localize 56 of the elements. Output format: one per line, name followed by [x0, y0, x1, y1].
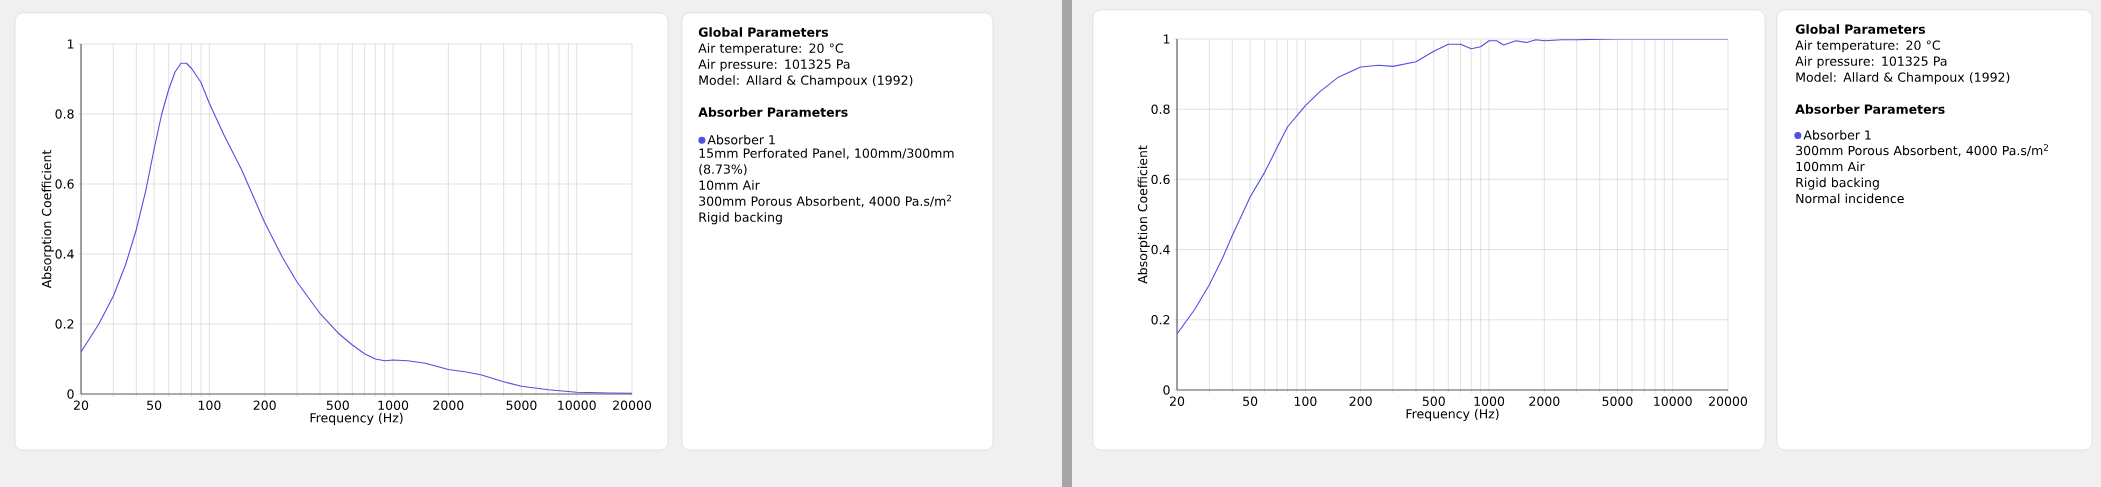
- text: Model: Allard & Champoux (1992): [699, 75, 913, 88]
- text: 300mm Porous Absorbent, 4000 Pa.s/m$^{2}$: [699, 194, 951, 208]
- x-tick-label: 5000: [506, 400, 537, 410]
- x-tick-label: 20: [1169, 396, 1185, 406]
- y-axis-title: Absorption Coefficient: [1137, 145, 1150, 284]
- x-tick-label: 20000: [613, 400, 652, 410]
- y-tick-label: 0.2: [1151, 315, 1170, 325]
- x-tick-label: 20: [73, 400, 89, 410]
- x-tick-label: 1000: [378, 400, 409, 410]
- x-tick-label: 10000: [1654, 396, 1692, 406]
- y-tick-label: 0.8: [55, 109, 74, 119]
- x-axis-title: Frequency (Hz): [310, 412, 403, 425]
- text: Normal incidence: [1796, 193, 1904, 204]
- x-tick-label: 100: [198, 400, 221, 410]
- y-tick-label: 0.6: [1151, 174, 1170, 185]
- x-tick-label: 10000: [558, 400, 596, 410]
- x-tick-label: 200: [253, 400, 276, 410]
- text: Model: Allard & Champoux (1992): [1796, 72, 2010, 85]
- x-tick-label: 20000: [1709, 396, 1748, 406]
- x-axis-title: Frequency (Hz): [1406, 408, 1499, 421]
- y-axis-title: Absorption Coefficient: [41, 149, 54, 289]
- y-tick-label: 1: [1163, 34, 1170, 44]
- x-tick-label: 200: [1349, 396, 1372, 406]
- x-tick-label: 2000: [433, 400, 464, 410]
- text: Air pressure: 101325 Pa: [1795, 56, 1947, 69]
- y-tick-label: 0: [67, 389, 74, 399]
- x-tick-label: 50: [147, 400, 162, 410]
- text: Rigid backing: [699, 212, 782, 225]
- y-tick-label: 0.8: [1151, 104, 1170, 114]
- legend-label: Absorber 1: [1803, 130, 1871, 140]
- x-tick-label: 2000: [1529, 396, 1560, 406]
- text: Rigid backing: [1796, 177, 1879, 190]
- text: 100mm Air: [1796, 161, 1865, 172]
- text: 300mm Porous Absorbent, 4000 Pa.s/m$^{2}$: [1796, 144, 2048, 157]
- x-tick-label: 500: [326, 400, 349, 410]
- text: Air temperature: 20 °C: [698, 43, 843, 56]
- y-tick-label: 0.4: [1151, 244, 1170, 255]
- text: Air pressure: 101325 Pa: [698, 59, 850, 72]
- y-tick-label: 0.6: [55, 179, 74, 189]
- text: Global Parameters: [1795, 24, 1926, 34]
- text: Absorber Parameters: [698, 107, 848, 117]
- y-tick-label: 0.4: [55, 249, 74, 259]
- text: 15mm Perforated Panel, 100mm/300mm (8.73%): [699, 148, 954, 176]
- y-tick-label: 0: [1163, 385, 1170, 395]
- x-tick-label: 500: [1422, 396, 1445, 406]
- text: 10mm Air: [699, 180, 760, 190]
- legend-label: Absorber 1: [707, 134, 775, 145]
- x-tick-label: 50: [1243, 396, 1258, 406]
- y-tick-label: 1: [67, 39, 74, 49]
- x-tick-label: 5000: [1602, 396, 1633, 406]
- y-tick-label: 0.2: [55, 319, 74, 329]
- text: Global Parameters: [698, 27, 829, 37]
- x-tick-label: 1000: [1474, 396, 1505, 406]
- x-tick-label: 100: [1294, 396, 1317, 406]
- text: Absorber Parameters: [1795, 104, 1945, 114]
- text: Air temperature: 20 °C: [1795, 40, 1940, 53]
